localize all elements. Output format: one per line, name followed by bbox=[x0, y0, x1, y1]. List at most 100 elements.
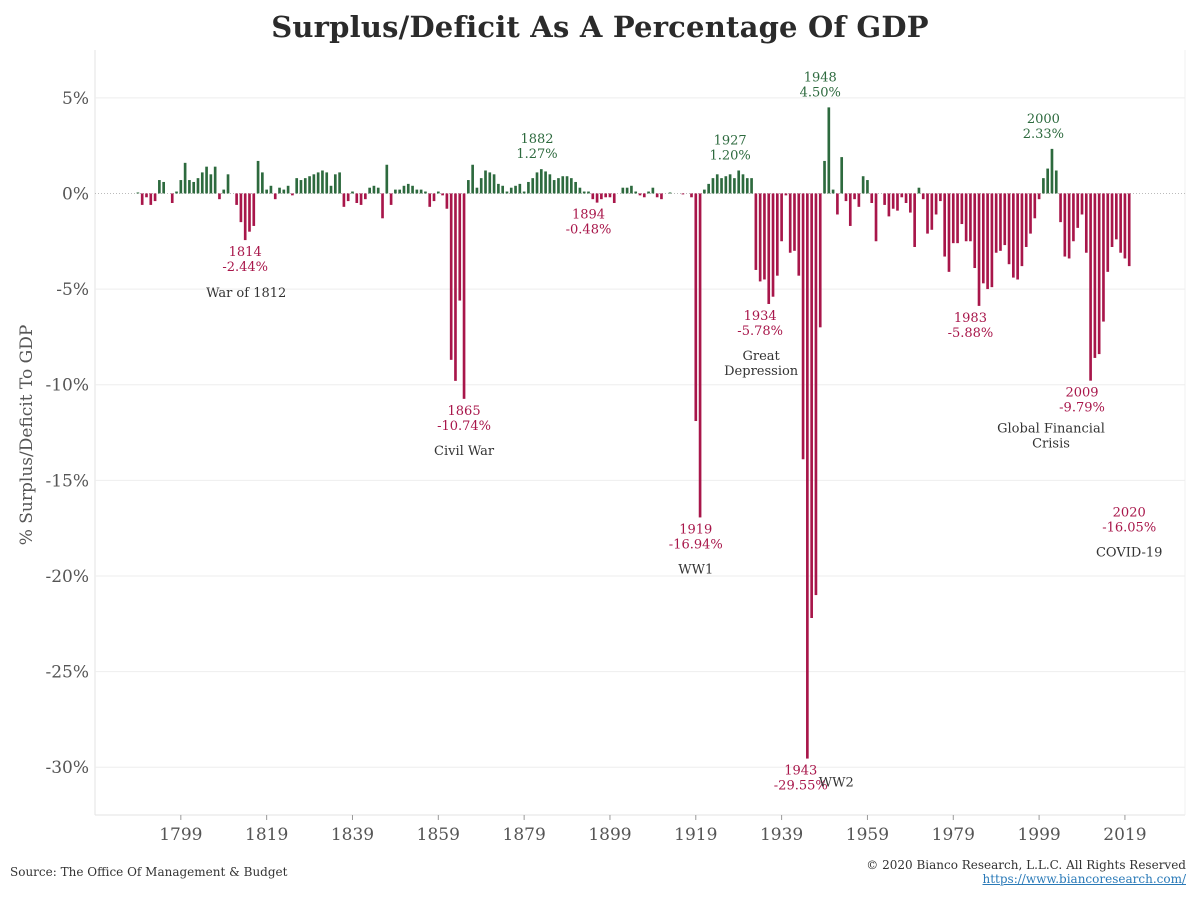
bar bbox=[261, 172, 264, 194]
bar bbox=[750, 178, 753, 194]
bar bbox=[1119, 193, 1122, 253]
bar bbox=[398, 189, 402, 194]
bar bbox=[917, 187, 921, 194]
bar bbox=[188, 180, 191, 194]
bar bbox=[312, 174, 316, 194]
bar bbox=[342, 193, 346, 207]
annotation-year: 1934 bbox=[744, 309, 777, 324]
bar bbox=[518, 183, 522, 194]
x-axis: 1799 1819 1839 1859 1879 1899 1919 1939 1959 1979… bbox=[159, 815, 1147, 845]
annotation-value: -2.44% bbox=[222, 260, 268, 275]
annotation-value: -0.48% bbox=[566, 223, 612, 238]
bar bbox=[926, 193, 929, 234]
annotation-year: 2020 bbox=[1113, 505, 1146, 520]
bar bbox=[338, 172, 341, 194]
annotation-value: -10.74% bbox=[437, 419, 491, 434]
bar bbox=[351, 191, 354, 194]
y-tick-label: -20% bbox=[45, 567, 89, 587]
bar bbox=[192, 181, 196, 194]
bar bbox=[509, 187, 513, 194]
bar bbox=[321, 170, 324, 194]
bar bbox=[647, 191, 650, 194]
bar bbox=[346, 193, 350, 202]
x-tick-label: 1819 bbox=[245, 825, 288, 845]
annotation-year: 1943 bbox=[784, 764, 817, 779]
bar bbox=[265, 189, 268, 194]
bar bbox=[179, 180, 183, 194]
x-tick-label: 1979 bbox=[932, 825, 975, 845]
bar bbox=[733, 178, 736, 194]
bar bbox=[522, 191, 526, 194]
x-tick-label: 1839 bbox=[331, 825, 374, 845]
bar bbox=[1102, 193, 1105, 322]
bar bbox=[827, 107, 831, 194]
bar bbox=[209, 174, 213, 194]
bar bbox=[239, 193, 243, 223]
bar bbox=[900, 193, 904, 198]
annotation-value: 4.50% bbox=[800, 85, 841, 100]
bar bbox=[299, 180, 303, 194]
annotation-year: 1927 bbox=[714, 133, 747, 148]
bar bbox=[625, 187, 629, 194]
bar bbox=[990, 193, 994, 288]
bar bbox=[600, 193, 603, 200]
website-link[interactable]: https://www.biancoresearch.com/ bbox=[982, 872, 1186, 886]
bar bbox=[745, 178, 749, 194]
event-label: COVID-19 bbox=[1096, 545, 1163, 560]
bar bbox=[183, 162, 187, 194]
annotation-year: 2000 bbox=[1027, 112, 1060, 127]
bar bbox=[728, 174, 732, 194]
bar bbox=[497, 183, 500, 194]
bar bbox=[1037, 193, 1041, 200]
bar bbox=[964, 193, 968, 242]
bar bbox=[381, 193, 384, 219]
bar bbox=[621, 187, 625, 194]
bar bbox=[175, 191, 178, 194]
bar bbox=[1059, 193, 1062, 223]
bar bbox=[698, 193, 702, 518]
bar bbox=[943, 193, 947, 257]
y-axis: 5% 0% -5% -10% -15% -20% -25% -30% bbox=[45, 89, 89, 778]
bar bbox=[492, 174, 496, 194]
event-label: WW1 bbox=[678, 562, 713, 577]
bar bbox=[449, 193, 453, 360]
bar bbox=[411, 185, 414, 194]
bar bbox=[248, 193, 251, 232]
bar bbox=[741, 174, 745, 194]
bar bbox=[145, 193, 148, 198]
x-tick-label: 1859 bbox=[417, 825, 460, 845]
bar bbox=[874, 193, 878, 242]
annotation-year: 1983 bbox=[954, 311, 987, 326]
event-label: Great bbox=[743, 349, 781, 364]
annotations: 1814-2.44% War of 1812 1865-10.74% Civil Wa… bbox=[206, 70, 1162, 793]
bar bbox=[170, 193, 174, 203]
bar bbox=[724, 176, 728, 194]
bar bbox=[394, 189, 397, 194]
y-tick-label: -25% bbox=[45, 663, 89, 683]
bar bbox=[775, 193, 779, 276]
annotation-year: 1882 bbox=[520, 132, 553, 147]
bar bbox=[909, 193, 912, 213]
bar bbox=[196, 178, 200, 194]
bar bbox=[333, 174, 337, 194]
bar bbox=[694, 193, 698, 422]
event-label: Crisis bbox=[1032, 437, 1070, 452]
bar bbox=[235, 193, 238, 205]
bar bbox=[969, 193, 972, 242]
bar bbox=[561, 176, 565, 194]
annotation-year: 1919 bbox=[679, 522, 712, 537]
bar bbox=[866, 180, 869, 194]
annotation-value: -16.94% bbox=[669, 537, 723, 552]
bar bbox=[951, 193, 955, 244]
bar bbox=[582, 191, 586, 194]
x-tick-label: 1919 bbox=[674, 825, 717, 845]
annotation-value: -5.78% bbox=[737, 324, 783, 339]
bar bbox=[222, 189, 226, 194]
bar bbox=[531, 178, 535, 194]
copyright-note: © 2020 Bianco Research, L.L.C. All Right… bbox=[866, 858, 1186, 872]
bar bbox=[806, 193, 809, 759]
bar bbox=[200, 172, 204, 194]
bar bbox=[1072, 193, 1075, 242]
bar bbox=[213, 166, 217, 194]
